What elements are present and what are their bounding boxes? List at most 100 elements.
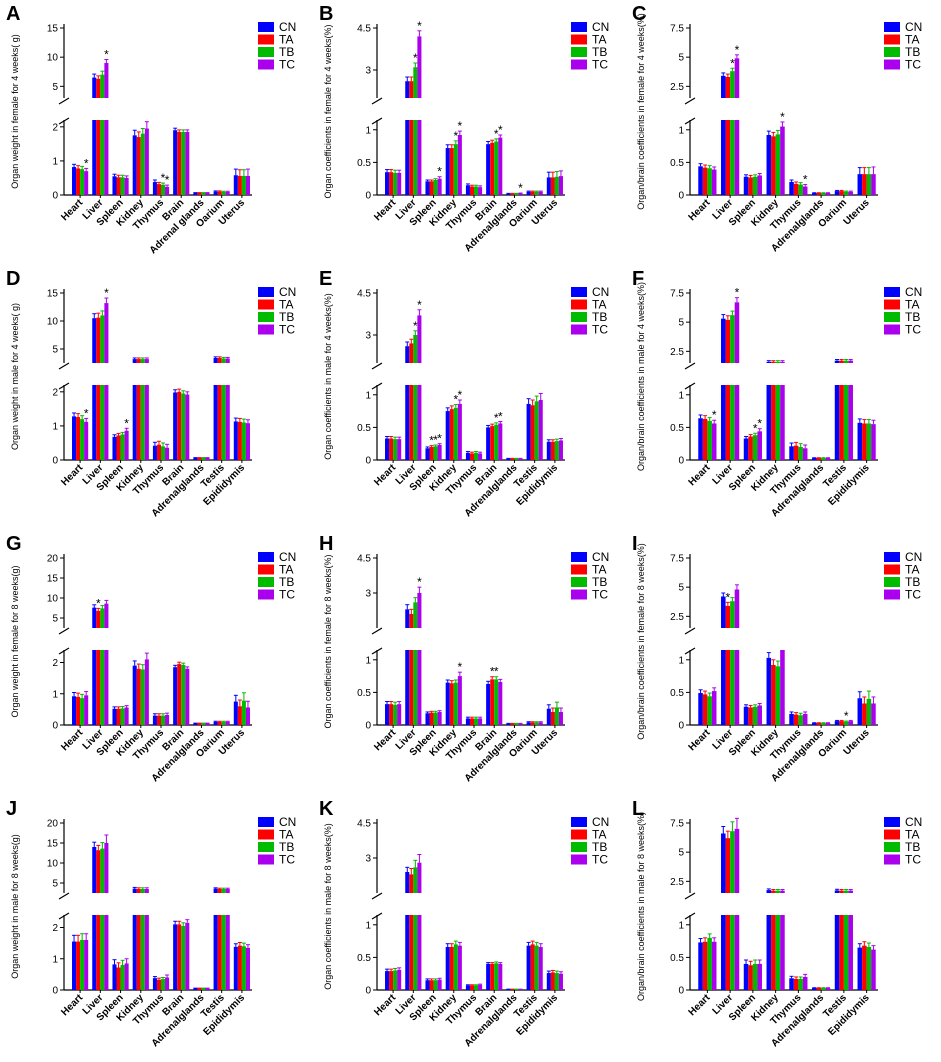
bar	[136, 359, 141, 363]
legend-swatch	[258, 47, 274, 57]
bar	[245, 947, 250, 990]
y-tick-label: 7.5	[670, 819, 684, 830]
panel-letter: I	[632, 533, 638, 555]
bar	[474, 718, 479, 725]
bar	[734, 302, 740, 363]
bar	[185, 668, 190, 725]
bar	[871, 703, 876, 725]
bar	[445, 682, 450, 725]
legend-label: CN	[279, 815, 296, 829]
bar	[802, 976, 808, 990]
bar	[177, 391, 182, 460]
bar	[457, 135, 462, 195]
significance-star: *	[104, 286, 109, 300]
legend-label: TC	[592, 853, 608, 867]
bar-lower	[730, 650, 735, 725]
axis-break-icon	[684, 892, 696, 920]
bar	[862, 945, 867, 990]
significance-star: *	[757, 417, 762, 431]
bar	[80, 169, 85, 195]
bar	[766, 135, 772, 195]
bar	[205, 457, 210, 460]
bar	[429, 712, 434, 725]
bar	[449, 409, 454, 460]
bar	[453, 682, 458, 725]
bar-lower	[413, 915, 418, 990]
bar	[816, 723, 822, 725]
bar	[144, 889, 149, 893]
bar	[514, 723, 519, 725]
bar	[469, 985, 474, 990]
y-tick-label: 0	[52, 191, 58, 202]
panel-letter: F	[632, 268, 644, 290]
bar	[144, 359, 149, 363]
bar-lower	[725, 385, 731, 460]
bar	[417, 862, 422, 893]
bar	[843, 191, 849, 195]
significance-star: *	[458, 388, 463, 402]
y-tick-label: 0	[365, 191, 371, 202]
bar	[116, 177, 121, 195]
bar	[825, 458, 831, 460]
bar	[457, 676, 462, 725]
bar	[177, 664, 182, 725]
y-tick-label: 2.5	[670, 612, 684, 623]
bar	[393, 970, 398, 990]
bar	[104, 303, 109, 363]
y-tick-label: 1	[365, 125, 371, 136]
bar	[425, 181, 430, 195]
legend-label: TC	[279, 588, 295, 602]
y-tick-label: 1	[678, 125, 684, 136]
bar	[152, 978, 157, 990]
bar-lower	[144, 385, 149, 460]
y-tick-label: 15	[47, 839, 59, 850]
bar	[474, 985, 479, 990]
y-tick-label: 0	[52, 721, 58, 732]
legend-label: TC	[905, 588, 921, 602]
legend-label: TC	[905, 58, 921, 72]
bar	[96, 610, 101, 628]
significance-star: *	[161, 171, 166, 185]
bar	[156, 184, 161, 195]
bar	[775, 134, 781, 195]
bar-lower	[104, 120, 109, 195]
bar	[80, 698, 85, 725]
bar	[506, 723, 511, 725]
bar	[798, 446, 803, 460]
bar	[405, 81, 410, 98]
bar-lower	[417, 650, 422, 725]
bar-lower	[848, 385, 853, 460]
y-tick-label: 0	[678, 986, 684, 997]
bar	[526, 403, 531, 460]
panel-A: A Organ weight in female for 4 weeks( g) 5…	[6, 3, 296, 256]
significance-star: *	[458, 119, 463, 133]
bar	[486, 144, 491, 195]
bar-lower	[721, 650, 726, 725]
y-tick-label: 2	[52, 658, 58, 669]
significance-star: *	[498, 410, 503, 424]
bar	[775, 361, 781, 363]
bar	[469, 186, 474, 195]
y-axis-label: Organ/brain coefficients in female for 8…	[636, 543, 646, 739]
panel-E: E Organ coefficients in male for 4 weeks(…	[319, 268, 609, 519]
bar	[433, 712, 438, 725]
bar	[780, 126, 785, 195]
bar	[490, 679, 495, 725]
legend-label: TA	[905, 828, 919, 842]
bar	[554, 176, 559, 195]
bar	[437, 979, 442, 990]
bar	[743, 438, 749, 460]
legend-label: TA	[592, 298, 606, 312]
bar	[843, 721, 849, 725]
bar	[530, 405, 535, 460]
bar	[389, 704, 394, 725]
bar	[721, 833, 726, 893]
bar-lower	[96, 650, 101, 725]
bar	[698, 942, 703, 990]
bar	[862, 423, 867, 460]
bar	[433, 446, 438, 460]
y-tick-label: 10	[47, 594, 59, 605]
bar	[201, 723, 206, 725]
